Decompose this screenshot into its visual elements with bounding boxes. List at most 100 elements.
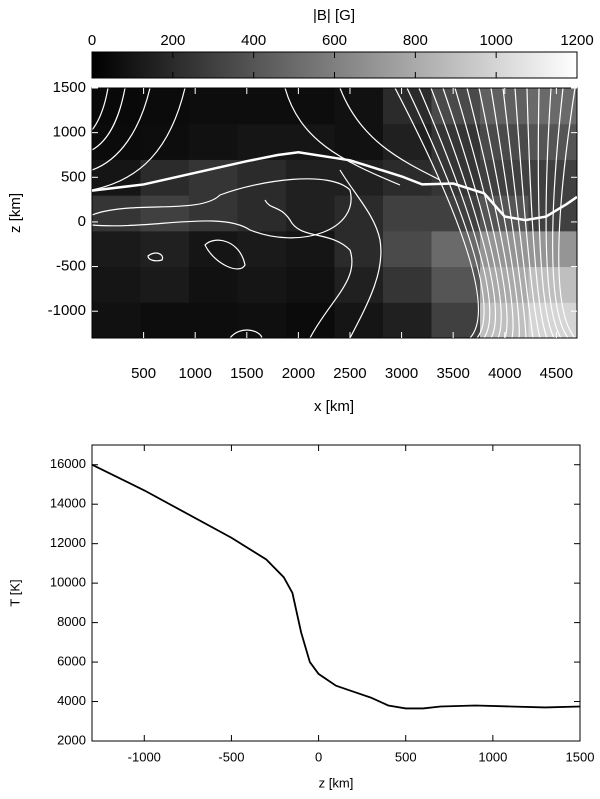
field-line bbox=[466, 88, 514, 338]
colorbar-tick-label: 200 bbox=[160, 32, 185, 49]
plot-frame bbox=[91, 444, 581, 742]
heatmap-cell bbox=[237, 195, 287, 232]
heatmap-cell bbox=[528, 123, 577, 160]
y-tick-label: 12000 bbox=[50, 535, 86, 550]
x-tick-label: 0 bbox=[315, 749, 322, 764]
y-tick-label: -1000 bbox=[48, 302, 86, 319]
colorbar-tick-label: 800 bbox=[403, 32, 428, 49]
colorbar-tick-label: 0 bbox=[88, 32, 96, 49]
heatmap-cell bbox=[431, 123, 481, 160]
field-line bbox=[418, 88, 491, 338]
heatmap-cell bbox=[189, 123, 238, 160]
heatmap-cell bbox=[431, 266, 481, 303]
y-tick-label: 6000 bbox=[57, 654, 86, 669]
field-line bbox=[478, 88, 520, 338]
heatmap-cell bbox=[237, 266, 287, 303]
heatmap-cell bbox=[383, 195, 432, 232]
heatmap-cell bbox=[286, 302, 335, 338]
field-line bbox=[442, 88, 502, 338]
heatmap-cell bbox=[189, 266, 238, 303]
heatmap-cell bbox=[431, 88, 481, 125]
heatmap-cell bbox=[334, 159, 384, 196]
y-tick-label: 0 bbox=[78, 213, 86, 230]
y-tick-label: -500 bbox=[56, 258, 86, 275]
y-tick-label: 2000 bbox=[57, 732, 86, 747]
x-tick-label: 4000 bbox=[488, 365, 521, 382]
line-series bbox=[91, 463, 581, 710]
heatmap-cell bbox=[92, 302, 141, 338]
heatmap-cell bbox=[334, 266, 384, 303]
field-line bbox=[537, 88, 555, 338]
x-tick-label: -1000 bbox=[128, 749, 161, 764]
colorbar-tick-label: 400 bbox=[241, 32, 266, 49]
y-tick-label: 8000 bbox=[57, 614, 86, 629]
heatmap-cell bbox=[140, 123, 190, 160]
field-line bbox=[394, 88, 480, 338]
colorbar-tick-label: 600 bbox=[322, 32, 347, 49]
field-line bbox=[430, 88, 497, 338]
y-tick-label: 4000 bbox=[57, 693, 86, 708]
field-line bbox=[558, 88, 576, 338]
colorbar-tick-label: 1200 bbox=[560, 32, 593, 49]
field-line bbox=[502, 88, 534, 338]
x-axis-label: x [km] bbox=[314, 398, 354, 415]
heatmap-cell bbox=[383, 230, 432, 268]
y-tick-label: 14000 bbox=[50, 496, 86, 511]
heatmap-cell bbox=[286, 266, 335, 303]
plot-frame bbox=[91, 87, 578, 339]
heatmap-cell bbox=[528, 159, 577, 196]
contour-line bbox=[92, 151, 577, 222]
field-line bbox=[406, 88, 485, 338]
field-line bbox=[514, 88, 541, 338]
x-tick-label: 1500 bbox=[566, 749, 595, 764]
heatmap-cell bbox=[383, 88, 432, 125]
heatmap-cell bbox=[334, 123, 384, 160]
heatmap-cell bbox=[383, 266, 432, 303]
heatmap-cell bbox=[431, 302, 481, 338]
heatmap-cell bbox=[189, 88, 238, 125]
heatmap-cell bbox=[140, 266, 190, 303]
x-tick-label: 2000 bbox=[282, 365, 315, 382]
heatmap-cell bbox=[237, 88, 287, 125]
heatmap-cell bbox=[189, 302, 238, 338]
heatmap-cell bbox=[286, 159, 335, 196]
field-line bbox=[454, 88, 508, 338]
heatmap-cell bbox=[480, 123, 529, 160]
field-line bbox=[552, 88, 569, 338]
y-axis-label: z [km] bbox=[7, 193, 24, 233]
heatmap-cell bbox=[383, 302, 432, 338]
x-axis-label: z [km] bbox=[319, 775, 354, 790]
y-tick-label: 1000 bbox=[53, 124, 86, 141]
y-tick-label: 16000 bbox=[50, 456, 86, 471]
heatmap-cell bbox=[140, 302, 190, 338]
colorbar-label: |B| [G] bbox=[313, 7, 355, 24]
x-tick-label: 500 bbox=[395, 749, 417, 764]
y-tick-label: 10000 bbox=[50, 575, 86, 590]
heatmap-cell bbox=[286, 230, 335, 268]
heatmap-cell bbox=[334, 230, 384, 268]
heatmap-cell bbox=[189, 195, 238, 232]
heatmap-cell bbox=[528, 88, 577, 125]
field-line bbox=[490, 88, 527, 338]
colorbar-tick-label: 1000 bbox=[479, 32, 512, 49]
heatmap-cell bbox=[480, 195, 529, 232]
heatmap-cell bbox=[528, 302, 577, 338]
heatmap-cell bbox=[92, 266, 141, 303]
heatmap-cell bbox=[286, 88, 335, 125]
heatmap-cell bbox=[140, 195, 190, 232]
x-tick-label: 500 bbox=[131, 365, 156, 382]
heatmap-cell bbox=[383, 123, 432, 160]
heatmap-cell bbox=[237, 302, 287, 338]
heatmap-cell bbox=[237, 159, 287, 196]
x-tick-label: 3000 bbox=[385, 365, 418, 382]
field-lines bbox=[92, 88, 576, 338]
x-tick-label: 4500 bbox=[540, 365, 573, 382]
heatmap-cell bbox=[237, 230, 287, 268]
field-line bbox=[545, 88, 562, 338]
heatmap-cell bbox=[140, 230, 190, 268]
heatmap-cell bbox=[140, 88, 190, 125]
x-tick-label: 1500 bbox=[230, 365, 263, 382]
heatmap-cell bbox=[189, 230, 238, 268]
x-tick-label: 1000 bbox=[478, 749, 507, 764]
